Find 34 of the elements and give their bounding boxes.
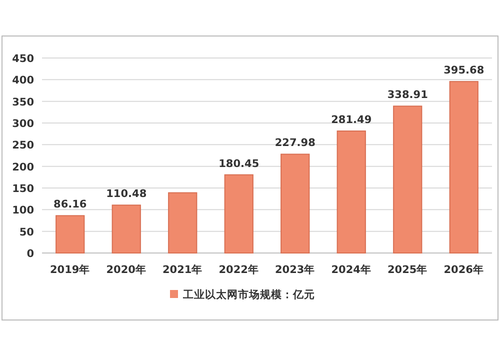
y-tick-label: 300 bbox=[12, 118, 34, 130]
x-tick-label: 2024年 bbox=[331, 263, 372, 276]
bar bbox=[393, 106, 422, 254]
bar bbox=[168, 192, 198, 254]
data-label: 110.48 bbox=[106, 188, 147, 200]
y-tick-label: 150 bbox=[12, 183, 34, 195]
y-tick-label: 50 bbox=[19, 226, 34, 238]
data-label: 180.45 bbox=[218, 158, 260, 170]
x-tick-label: 2019年 bbox=[50, 263, 90, 276]
bar bbox=[56, 215, 85, 254]
bar bbox=[336, 130, 366, 254]
data-label: 338.91 bbox=[387, 89, 428, 102]
y-tick-label: 250 bbox=[12, 140, 34, 152]
y-tick-label: 350 bbox=[12, 96, 34, 108]
data-label: 395.68 bbox=[444, 64, 484, 77]
bar bbox=[224, 174, 254, 254]
y-tick-label: 0 bbox=[26, 248, 34, 260]
x-tick-label: 2023年 bbox=[275, 263, 316, 276]
data-label: 86.16 bbox=[54, 198, 87, 211]
y-tick-label: 400 bbox=[12, 74, 34, 87]
bar bbox=[449, 81, 478, 254]
data-label: 227.98 bbox=[274, 137, 316, 150]
x-tick-label: 2025年 bbox=[388, 263, 428, 276]
y-tick-label: 200 bbox=[12, 161, 34, 174]
bar bbox=[280, 154, 310, 254]
bar bbox=[112, 204, 141, 254]
x-tick-label: 2026年 bbox=[444, 263, 484, 276]
y-tick-label: 450 bbox=[12, 53, 34, 65]
y-tick-label: 100 bbox=[12, 204, 34, 217]
data-label: 281.49 bbox=[331, 114, 372, 126]
x-tick-label: 2020年 bbox=[106, 263, 146, 276]
x-tick-label: 2022年 bbox=[218, 263, 259, 276]
x-tick-label: 2021年 bbox=[162, 263, 203, 276]
legend-label: 工业以太网市场规模：亿元 bbox=[182, 288, 315, 301]
